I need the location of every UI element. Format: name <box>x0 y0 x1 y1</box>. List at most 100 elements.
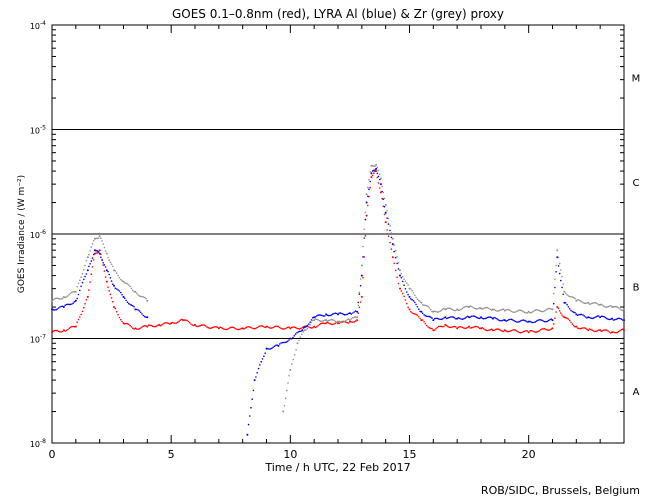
data-dot <box>407 293 409 296</box>
data-dot <box>76 286 78 288</box>
data-dot <box>552 292 555 295</box>
data-dot <box>445 317 448 320</box>
data-dot <box>227 328 229 330</box>
data-dot <box>282 328 285 330</box>
data-dot <box>55 297 57 300</box>
data-dot <box>558 262 561 265</box>
data-dot <box>522 319 525 321</box>
data-point <box>325 313 328 316</box>
data-dot <box>481 317 484 320</box>
data-dot <box>85 273 88 275</box>
data-point <box>491 317 494 320</box>
data-dot <box>560 269 562 271</box>
data-dot <box>280 342 282 344</box>
data-point <box>253 379 256 382</box>
data-dot <box>371 174 374 177</box>
data-dot <box>247 326 249 328</box>
data-dot <box>297 328 300 330</box>
data-dot <box>214 326 216 328</box>
data-dot <box>448 326 451 329</box>
data-point <box>356 310 359 313</box>
data-dot <box>451 326 453 328</box>
data-dot <box>518 320 521 323</box>
data-dot <box>620 309 623 311</box>
data-dot <box>526 330 529 332</box>
data-dot <box>69 292 72 295</box>
data-dot <box>224 328 227 331</box>
data-dot <box>237 328 240 331</box>
data-point <box>241 327 244 330</box>
data-dot <box>80 313 82 316</box>
data-dot <box>400 276 403 279</box>
data-dot <box>216 326 219 329</box>
data-dot <box>316 326 318 328</box>
data-dot <box>275 344 277 347</box>
data-dot <box>57 330 60 333</box>
data-dot <box>582 301 584 304</box>
data-point <box>556 306 559 308</box>
data-dot <box>486 307 489 309</box>
data-dot <box>519 331 522 334</box>
data-dot <box>586 302 588 304</box>
data-dot <box>411 298 413 301</box>
data-dot <box>481 327 484 329</box>
data-dot <box>293 326 296 328</box>
data-dot <box>390 232 393 234</box>
data-dot <box>376 176 379 179</box>
data-dot <box>494 317 497 319</box>
data-dot <box>443 325 445 328</box>
data-point <box>379 191 382 194</box>
data-dot <box>109 293 112 296</box>
x-tick-label: 10 <box>283 448 297 461</box>
data-dot <box>195 325 198 328</box>
data-dot <box>596 330 599 332</box>
data-dot <box>533 310 535 312</box>
data-dot <box>322 315 325 317</box>
data-dot <box>433 329 436 331</box>
data-dot <box>539 329 542 331</box>
data-dot <box>109 277 112 279</box>
data-point <box>51 331 53 334</box>
data-dot <box>141 326 143 328</box>
data-dot <box>415 303 417 306</box>
data-dot <box>55 308 57 311</box>
data-dot <box>401 275 404 278</box>
data-dot <box>441 308 444 311</box>
data-point <box>379 183 382 186</box>
data-point <box>356 316 359 319</box>
data-dot <box>414 294 416 297</box>
data-dot <box>125 299 127 302</box>
data-dot <box>401 292 404 295</box>
data-dot <box>135 308 138 311</box>
data-point <box>337 322 339 325</box>
data-dot <box>600 330 603 333</box>
data-dot <box>103 264 106 266</box>
data-dot <box>378 187 381 189</box>
data-dot <box>570 321 572 324</box>
data-dot <box>568 319 571 322</box>
data-dot <box>616 331 619 334</box>
data-point <box>86 269 89 272</box>
data-dot <box>570 309 572 312</box>
data-dot <box>129 303 131 306</box>
data-dot <box>373 165 375 167</box>
data-dot <box>459 326 461 328</box>
data-dot <box>485 329 488 332</box>
data-dot <box>52 330 55 333</box>
data-dot <box>330 318 333 321</box>
data-dot <box>363 256 366 258</box>
data-dot <box>534 331 537 333</box>
data-dot <box>124 282 126 284</box>
data-dot <box>60 298 63 300</box>
data-dot <box>455 309 457 312</box>
data-dot <box>613 331 616 334</box>
data-dot <box>381 185 383 188</box>
data-dot <box>183 319 186 321</box>
data-dot <box>284 327 286 330</box>
data-dot <box>410 310 412 313</box>
data-dot <box>377 175 380 178</box>
data-dot <box>501 308 504 311</box>
data-dot <box>256 326 259 329</box>
data-dot <box>363 228 366 231</box>
data-dot <box>285 327 288 329</box>
